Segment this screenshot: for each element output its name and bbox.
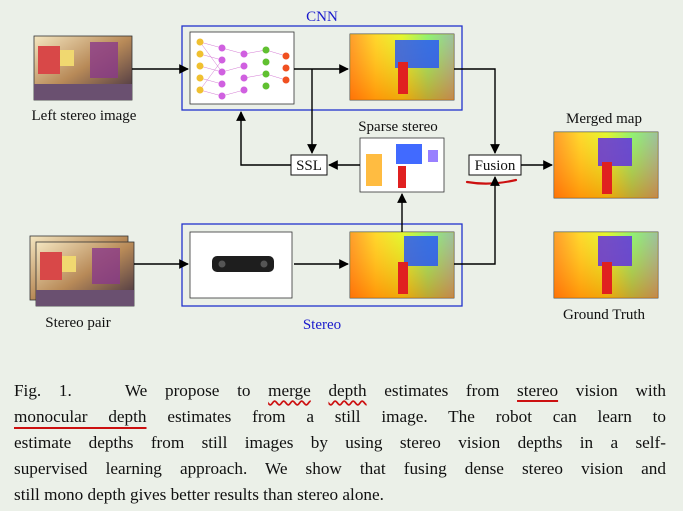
caption-word-merge: merge <box>268 381 311 400</box>
sparse-stereo-label: Sparse stereo <box>358 119 438 135</box>
flow-arrows <box>132 64 553 269</box>
caption-word-stereo: stereo <box>517 381 559 400</box>
cnn-label: CNN <box>306 9 338 25</box>
sparse-stereo-map <box>359 137 445 193</box>
stereo-pair-image <box>29 235 135 307</box>
left-stereo-image <box>33 35 133 101</box>
merged-map-label: Merged map <box>566 111 642 127</box>
caption-line-4: supervised learning approach. We show th… <box>14 459 666 478</box>
merged-depth-map <box>553 131 659 199</box>
caption-line-1: Fig. 1. We propose to merge depth estima… <box>14 381 667 400</box>
caption-line-5: still mono depth gives better results th… <box>14 485 384 504</box>
stereo-camera-image <box>189 231 293 299</box>
stereo-depth-map <box>349 231 455 299</box>
caption-word-monocular-depth: monocular depth <box>14 407 147 426</box>
cnn-depth-map <box>349 33 455 101</box>
caption-line-3: estimate depths from still images by usi… <box>14 433 666 452</box>
ground-truth-depth-map <box>553 231 659 299</box>
caption-line-2: monocular depth estimates from a still i… <box>14 407 667 426</box>
ground-truth-label: Ground Truth <box>563 307 646 323</box>
caption-fig-number: Fig. 1. <box>14 381 72 400</box>
figure-caption: Fig. 1. We propose to merge depth estima… <box>14 378 666 508</box>
ssl-label: SSL <box>296 158 322 174</box>
fusion-label: Fusion <box>475 158 516 174</box>
left-stereo-image-label: Left stereo image <box>32 108 137 124</box>
caption-word-depth: depth <box>328 381 367 400</box>
figure-diagram: CNN Stereo Left stereo image Stereo pair <box>29 9 659 333</box>
fusion-red-underline <box>465 178 518 185</box>
stereo-pair-label: Stereo pair <box>45 315 110 331</box>
stereo-label: Stereo <box>303 317 341 333</box>
cnn-network-icon <box>189 31 295 105</box>
